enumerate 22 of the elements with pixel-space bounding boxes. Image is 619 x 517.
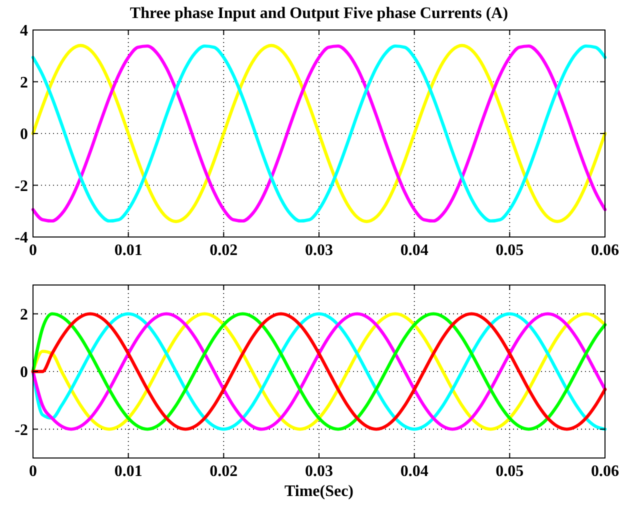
y-tick-label: 0 [20, 364, 28, 382]
x-tick-label: 0.06 [591, 463, 619, 480]
x-tick-label: 0.01 [114, 242, 142, 259]
y-tick-label: 2 [20, 306, 28, 324]
x-tick-label: 0.04 [400, 242, 428, 259]
x-tick-label: 0.01 [114, 463, 142, 480]
x-axis-title: Time(Sec) [284, 483, 354, 500]
x-tick-label: 0.03 [305, 463, 333, 480]
x-tick-label: 0.02 [210, 242, 238, 259]
y-tick-label: 2 [20, 74, 28, 92]
x-tick-label: 0.02 [210, 463, 238, 480]
x-tick-label: 0.04 [400, 463, 428, 480]
x-tick-label: 0.05 [496, 463, 524, 480]
chart-title: Three phase Input and Output Five phase Currents (A) [130, 5, 508, 22]
y-tick-label: -2 [14, 422, 28, 439]
y-tick-label: 4 [20, 22, 28, 40]
x-tick-label: 0.05 [496, 242, 524, 259]
x-tick-label: 0.06 [591, 242, 619, 259]
y-tick-label: -2 [14, 178, 28, 195]
y-tick-label: 0 [20, 126, 28, 144]
x-tick-label: 0.03 [305, 242, 333, 259]
y-tick-label: -4 [14, 230, 28, 247]
